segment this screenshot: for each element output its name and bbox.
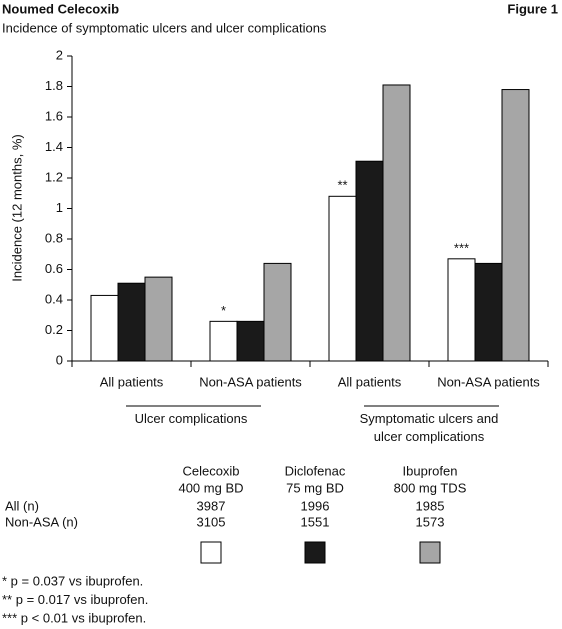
table-cell: 1551 (301, 514, 330, 529)
y-tick-label: 0.2 (45, 322, 63, 337)
x-tick-label: All patients (338, 374, 402, 389)
y-tick-label: 2 (56, 47, 63, 62)
bar (328, 195, 357, 362)
bar (90, 294, 119, 362)
x-tick-label: Non-ASA patients (437, 374, 540, 389)
table-cell: 3987 (197, 498, 226, 513)
bar (501, 89, 530, 362)
y-tick-label: 0 (56, 352, 63, 367)
footnote: *** p < 0.01 vs ibuprofen. (2, 610, 146, 625)
table-cell: 1996 (301, 498, 330, 513)
table-cell: 1573 (416, 514, 445, 529)
row-label: All (n) (5, 498, 39, 513)
bar (144, 276, 173, 362)
bar (117, 282, 146, 362)
bar (355, 160, 384, 362)
row-label: Non-ASA (n) (5, 514, 78, 529)
y-tick-label: 1.6 (45, 108, 63, 123)
group-label: Symptomatic ulcers and ulcer complicatio… (359, 411, 499, 444)
table-cell: 3105 (197, 514, 226, 529)
legend-name: Celecoxib (182, 463, 239, 478)
group-label: Ulcer complications (134, 411, 248, 426)
legend-swatch (419, 541, 441, 564)
y-tick-label: 1 (56, 200, 63, 215)
bar (474, 262, 503, 362)
legend-swatch (304, 541, 326, 564)
y-tick-label: 1.8 (45, 78, 63, 93)
x-tick-label: Non-ASA patients (199, 374, 302, 389)
legend-name: Diclofenac (285, 463, 346, 478)
significance-marker: *** (454, 240, 469, 255)
y-tick-label: 1.4 (45, 139, 63, 154)
brand: Noumed Celecoxib (2, 1, 119, 16)
y-tick-label: 0.6 (45, 261, 63, 276)
significance-marker: * (221, 303, 226, 318)
x-tick-label: All patients (100, 374, 164, 389)
footnote: ** p = 0.017 vs ibuprofen. (2, 592, 148, 607)
chart-title: Incidence of symptomatic ulcers and ulce… (2, 20, 327, 35)
y-axis-label: Incidence (12 months, %) (9, 134, 24, 281)
legend-name: Ibuprofen (403, 463, 458, 478)
table-cell: 1985 (416, 498, 445, 513)
y-tick-label: 0.8 (45, 230, 63, 245)
legend-dose: 75 mg BD (286, 480, 344, 495)
legend-dose: 400 mg BD (178, 480, 243, 495)
legend-dose: 800 mg TDS (394, 480, 467, 495)
y-tick-label: 0.4 (45, 291, 63, 306)
figure-label: Figure 1 (507, 1, 558, 16)
bar (209, 320, 238, 362)
significance-marker: ** (337, 178, 347, 193)
y-tick-label: 1.2 (45, 169, 63, 184)
bar (382, 84, 411, 362)
bar (447, 258, 476, 362)
legend-swatch (200, 541, 222, 564)
footnote: * p = 0.037 vs ibuprofen. (2, 573, 143, 588)
bar (236, 320, 265, 362)
bar (263, 262, 292, 362)
